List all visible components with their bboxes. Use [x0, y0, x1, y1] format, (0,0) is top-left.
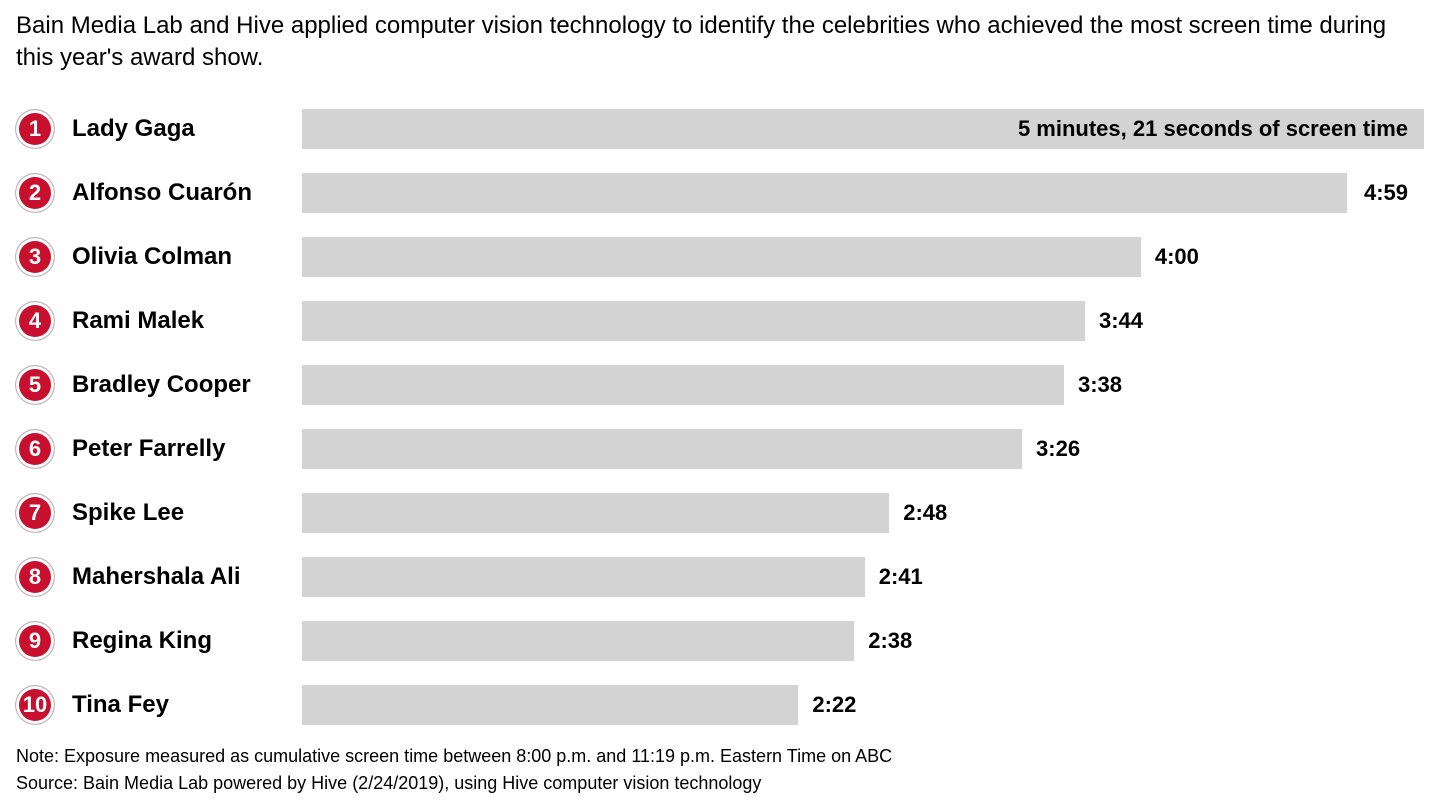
chart-container: Bain Media Lab and Hive applied computer…	[0, 0, 1440, 797]
bar	[302, 237, 1141, 277]
celebrity-name: Mahershala Ali	[72, 563, 302, 591]
bar-value-label: 4:00	[1141, 237, 1199, 277]
bar-area: 3:38	[302, 365, 1424, 405]
celebrity-name: Regina King	[72, 627, 302, 655]
chart-row: 7 Spike Lee 2:48	[16, 487, 1424, 539]
chart-row: 3 Olivia Colman 4:00	[16, 231, 1424, 283]
celebrity-name: Alfonso Cuarón	[72, 179, 302, 207]
bar-value-label: 2:41	[865, 557, 923, 597]
rank-badge: 4	[16, 302, 54, 340]
chart-row: 8 Mahershala Ali 2:41	[16, 551, 1424, 603]
bar-chart: 1 Lady Gaga5 minutes, 21 seconds of scree…	[16, 103, 1424, 731]
bar-value-label: 2:48	[889, 493, 947, 533]
celebrity-name: Tina Fey	[72, 691, 302, 719]
chart-row: 10 Tina Fey 2:22	[16, 679, 1424, 731]
bar-value-label: 2:38	[854, 621, 912, 661]
chart-footer: Note: Exposure measured as cumulative sc…	[16, 743, 1424, 797]
chart-row: 2 Alfonso Cuarón 4:59	[16, 167, 1424, 219]
footer-source: Source: Bain Media Lab powered by Hive (…	[16, 770, 1424, 797]
bar-area: 2:41	[302, 557, 1424, 597]
celebrity-name: Olivia Colman	[72, 243, 302, 271]
rank-badge: 5	[16, 366, 54, 404]
celebrity-name: Bradley Cooper	[72, 371, 302, 399]
bar-area: 5 minutes, 21 seconds of screen time	[302, 109, 1424, 149]
bar-value-label: 5 minutes, 21 seconds of screen time	[302, 109, 1424, 149]
bar-value-label: 3:38	[1064, 365, 1122, 405]
headline-text: Bain Media Lab and Hive applied computer…	[16, 10, 1424, 75]
bar-area: 2:48	[302, 493, 1424, 533]
bar-area: 2:38	[302, 621, 1424, 661]
bar	[302, 493, 889, 533]
rank-badge: 8	[16, 558, 54, 596]
rank-badge: 7	[16, 494, 54, 532]
chart-row: 5 Bradley Cooper 3:38	[16, 359, 1424, 411]
rank-badge: 2	[16, 174, 54, 212]
bar-area: 3:44	[302, 301, 1424, 341]
rank-badge: 1	[16, 110, 54, 148]
celebrity-name: Peter Farrelly	[72, 435, 302, 463]
bar-value-label: 2:22	[798, 685, 856, 725]
footer-note: Note: Exposure measured as cumulative sc…	[16, 743, 1424, 770]
celebrity-name: Spike Lee	[72, 499, 302, 527]
bar-value-label: 3:44	[1085, 301, 1143, 341]
bar-area: 4:59	[302, 173, 1424, 213]
bar-area: 3:26	[302, 429, 1424, 469]
chart-row: 1 Lady Gaga5 minutes, 21 seconds of scree…	[16, 103, 1424, 155]
bar	[302, 301, 1085, 341]
bar-area: 4:00	[302, 237, 1424, 277]
bar-area: 2:22	[302, 685, 1424, 725]
bar-value-label: 3:26	[1022, 429, 1080, 469]
rank-badge: 6	[16, 430, 54, 468]
chart-row: 9 Regina King 2:38	[16, 615, 1424, 667]
bar	[302, 685, 798, 725]
bar	[302, 621, 854, 661]
chart-row: 6 Peter Farrelly 3:26	[16, 423, 1424, 475]
bar	[302, 429, 1022, 469]
rank-badge: 10	[16, 686, 54, 724]
rank-badge: 9	[16, 622, 54, 660]
bar	[302, 557, 865, 597]
celebrity-name: Rami Malek	[72, 307, 302, 335]
celebrity-name: Lady Gaga	[72, 115, 302, 143]
bar	[302, 365, 1064, 405]
rank-badge: 3	[16, 238, 54, 276]
chart-row: 4 Rami Malek 3:44	[16, 295, 1424, 347]
bar-value-label: 4:59	[379, 173, 1424, 213]
